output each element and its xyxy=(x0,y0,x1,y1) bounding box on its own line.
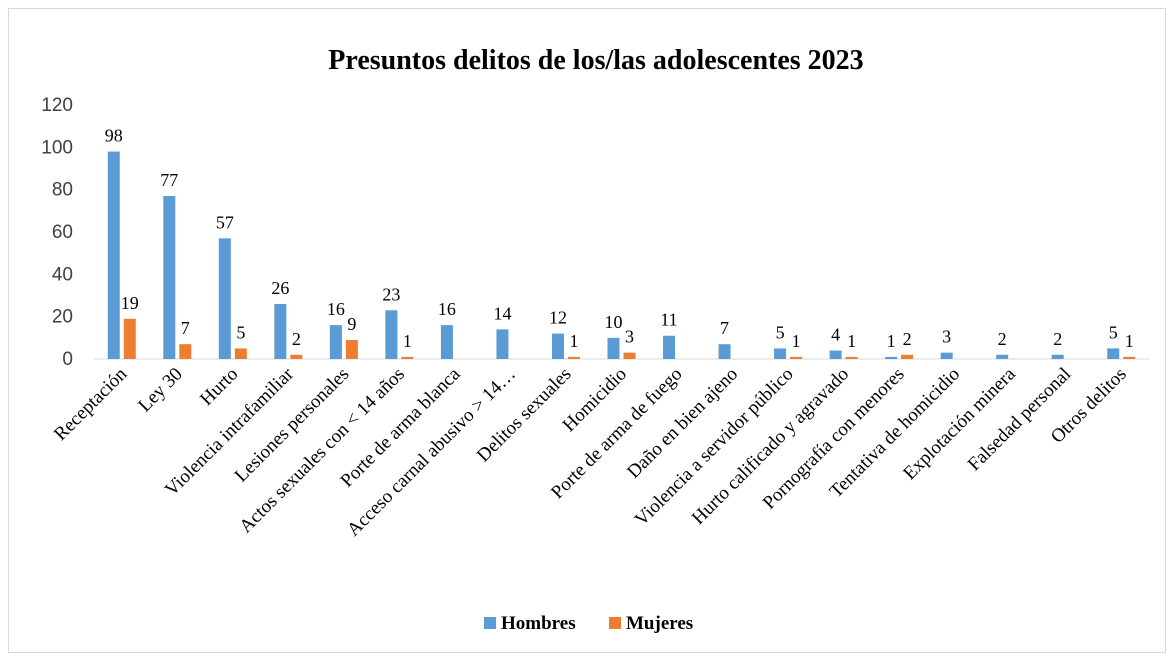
legend-swatch-mujeres xyxy=(609,617,621,629)
bars xyxy=(107,151,1136,359)
data-label-hombres: 26 xyxy=(271,278,289,298)
data-label-hombres: 14 xyxy=(493,303,511,323)
data-label-hombres: 11 xyxy=(660,310,677,330)
y-tick-label: 60 xyxy=(52,222,73,243)
bar-hombres xyxy=(274,303,287,359)
data-label-mujeres: 2 xyxy=(903,329,912,349)
data-label-hombres: 2 xyxy=(998,329,1007,349)
data-label-hombres: 3 xyxy=(942,327,951,347)
bar-hombres xyxy=(774,348,787,359)
legend-label-mujeres: Mujeres xyxy=(626,613,693,634)
data-label-hombres: 1 xyxy=(887,331,896,351)
bar-mujeres xyxy=(345,339,358,359)
bar-hombres xyxy=(163,196,176,359)
chart-container: Presuntos delitos de los/las adolescente… xyxy=(8,8,1166,653)
bar-hombres xyxy=(607,337,620,359)
y-axis: 0 20 40 60 80 100 120 xyxy=(41,95,73,370)
data-label-hombres: 4 xyxy=(831,325,840,345)
bar-hombres xyxy=(107,151,120,359)
bar-hombres xyxy=(940,352,953,359)
x-tick-label: Receptación xyxy=(50,363,132,445)
data-label-hombres: 5 xyxy=(776,322,785,342)
x-tick-label: Falsedad personal xyxy=(964,364,1075,475)
bar-hombres xyxy=(1107,348,1120,359)
y-tick-label: 80 xyxy=(52,180,73,201)
bar-mujeres xyxy=(845,356,858,359)
chart-title: Presuntos delitos de los/las adolescente… xyxy=(328,45,863,76)
data-label-hombres: 23 xyxy=(382,284,400,304)
bar-hombres xyxy=(885,356,898,359)
data-label-mujeres: 1 xyxy=(569,331,578,351)
bar-hombres xyxy=(551,333,564,359)
y-tick-label: 20 xyxy=(52,307,73,328)
bar-mujeres xyxy=(901,354,914,359)
bar-hombres xyxy=(385,310,398,359)
data-label-hombres: 10 xyxy=(605,312,623,332)
y-tick-label: 0 xyxy=(62,349,73,370)
x-tick-label: Delitos sexuales xyxy=(473,364,576,467)
bar-hombres xyxy=(829,350,842,359)
bar-chart: Presuntos delitos de los/las adolescente… xyxy=(41,45,1149,634)
bar-hombres xyxy=(1051,354,1064,359)
data-label-mujeres: 1 xyxy=(1125,331,1134,351)
data-label-mujeres: 2 xyxy=(292,329,301,349)
bar-mujeres xyxy=(234,348,247,359)
data-label-hombres: 16 xyxy=(438,299,456,319)
legend: Hombres Mujeres xyxy=(484,613,693,634)
bar-mujeres xyxy=(623,352,636,359)
bar-mujeres xyxy=(179,344,192,359)
data-label-mujeres: 19 xyxy=(121,293,139,313)
data-label-hombres: 16 xyxy=(327,299,345,319)
bar-mujeres xyxy=(567,356,580,359)
bar-hombres xyxy=(496,329,509,359)
data-label-mujeres: 9 xyxy=(347,314,356,334)
bar-hombres xyxy=(718,344,731,359)
bar-mujeres xyxy=(290,354,303,359)
x-tick-label: Hurto xyxy=(196,364,242,410)
data-label-hombres: 5 xyxy=(1109,322,1118,342)
bar-hombres xyxy=(663,335,676,359)
y-tick-label: 100 xyxy=(41,137,73,158)
y-tick-label: 40 xyxy=(52,264,73,285)
data-label-mujeres: 1 xyxy=(847,331,856,351)
bar-mujeres xyxy=(790,356,803,359)
y-tick-label: 120 xyxy=(41,95,73,116)
data-label-hombres: 98 xyxy=(105,126,123,146)
x-tick-label: Ley 30 xyxy=(134,364,187,417)
bar-mujeres xyxy=(1123,356,1136,359)
data-label-hombres: 12 xyxy=(549,308,567,328)
legend-swatch-hombres xyxy=(484,617,496,629)
legend-label-hombres: Hombres xyxy=(501,613,576,634)
data-label-mujeres: 5 xyxy=(236,322,245,342)
data-label-hombres: 57 xyxy=(216,212,234,232)
bar-hombres xyxy=(329,325,342,359)
data-label-hombres: 7 xyxy=(720,318,729,338)
bar-mujeres xyxy=(401,356,414,359)
data-label-mujeres: 1 xyxy=(792,331,801,351)
data-label-mujeres: 3 xyxy=(625,327,634,347)
bar-hombres xyxy=(440,325,453,359)
bar-hombres xyxy=(218,238,231,359)
bar-hombres xyxy=(996,354,1009,359)
data-label-mujeres: 7 xyxy=(181,318,190,338)
data-label-hombres: 2 xyxy=(1053,329,1062,349)
data-label-mujeres: 1 xyxy=(403,331,412,351)
bar-mujeres xyxy=(123,318,136,359)
data-label-hombres: 77 xyxy=(160,170,178,190)
